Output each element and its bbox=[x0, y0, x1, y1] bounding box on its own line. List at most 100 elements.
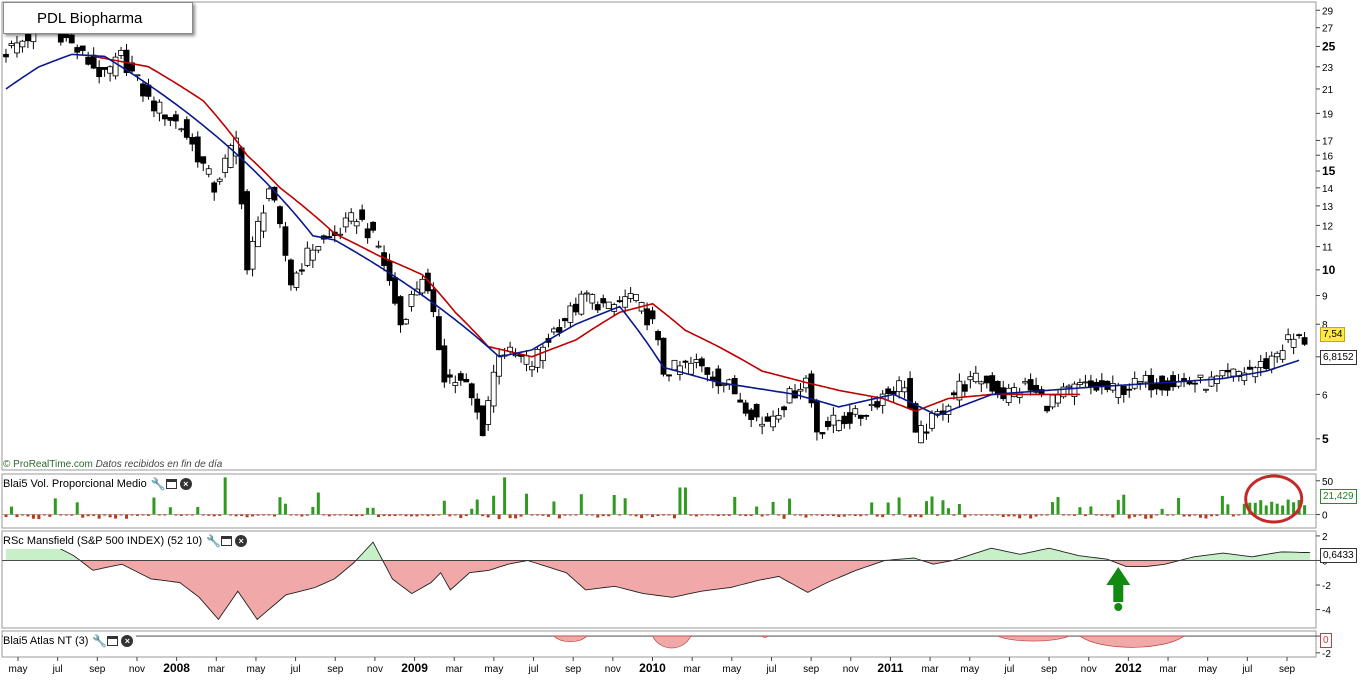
volume-bar bbox=[322, 514, 326, 516]
volume-bar bbox=[1007, 514, 1011, 517]
price-candle-body bbox=[1126, 388, 1133, 391]
rsc-close-icon[interactable]: × bbox=[235, 535, 248, 547]
price-candle bbox=[1022, 377, 1029, 386]
price-candle-body bbox=[298, 269, 305, 272]
atlas-close-icon[interactable]: × bbox=[121, 635, 134, 647]
volume-bar bbox=[552, 501, 556, 515]
price-candle-body bbox=[753, 403, 760, 418]
price-candle bbox=[140, 79, 146, 102]
price-candle bbox=[770, 410, 776, 432]
price-candle bbox=[583, 290, 590, 302]
volume-bar bbox=[300, 514, 304, 517]
atlas-window-icon[interactable] bbox=[107, 636, 119, 646]
price-candle-body bbox=[808, 373, 815, 404]
price-candle bbox=[594, 301, 601, 313]
price-candle bbox=[227, 143, 234, 169]
price-candle-body bbox=[222, 157, 229, 173]
rsc-panel-header: RSc Mansfield (S&P 500 INDEX) (52 10) 🔧 … bbox=[3, 533, 251, 549]
volume-bar bbox=[651, 514, 655, 517]
price-candle-body bbox=[430, 289, 437, 313]
price-candle-body bbox=[567, 305, 574, 323]
volume-bar bbox=[475, 499, 479, 515]
price-candle-body bbox=[781, 406, 787, 411]
atlas-settings-icon[interactable]: 🔧 bbox=[92, 634, 108, 648]
price-candle bbox=[216, 177, 223, 185]
price-candle bbox=[14, 35, 20, 58]
rsc-window-icon[interactable] bbox=[221, 536, 233, 546]
price-candle bbox=[194, 131, 201, 168]
volume-bar bbox=[163, 514, 167, 516]
price-candle bbox=[693, 353, 700, 369]
volume-bar bbox=[283, 503, 287, 515]
price-candle-body bbox=[293, 272, 300, 288]
volume-bar bbox=[136, 514, 140, 516]
volume-bar bbox=[596, 514, 600, 518]
volume-bar bbox=[119, 514, 123, 516]
price-candle-body bbox=[874, 401, 881, 408]
volume-bar bbox=[1023, 514, 1027, 516]
price-candle bbox=[1224, 363, 1231, 379]
volume-bar bbox=[530, 514, 534, 516]
price-axis-tick-label: 9 bbox=[1322, 292, 1328, 303]
volume-window-icon[interactable] bbox=[165, 479, 177, 489]
highlight-circle bbox=[1244, 474, 1304, 524]
price-candle-body bbox=[348, 212, 355, 222]
volume-bar bbox=[415, 514, 419, 517]
volume-bar bbox=[771, 501, 775, 515]
volume-bar bbox=[793, 514, 797, 516]
price-candle bbox=[107, 65, 114, 82]
price-candle-body bbox=[1257, 361, 1264, 368]
volume-settings-icon[interactable]: 🔧 bbox=[150, 477, 166, 491]
volume-bar bbox=[179, 514, 183, 516]
volume-bar bbox=[1089, 506, 1093, 515]
volume-bar bbox=[952, 514, 956, 516]
price-candle-body bbox=[951, 392, 957, 396]
volume-bar bbox=[377, 514, 381, 518]
price-candle bbox=[249, 236, 256, 277]
volume-bar bbox=[31, 514, 35, 519]
price-candle-body bbox=[1022, 381, 1029, 384]
volume-bar bbox=[470, 508, 474, 515]
price-candle-body bbox=[107, 66, 114, 74]
price-candle-body bbox=[452, 382, 459, 386]
volume-bar bbox=[1215, 514, 1219, 517]
rsc-settings-icon[interactable]: 🔧 bbox=[206, 534, 222, 548]
volume-bar bbox=[349, 514, 353, 517]
price-candle-body bbox=[1131, 377, 1138, 389]
volume-bar bbox=[853, 514, 857, 517]
volume-bar bbox=[1061, 514, 1065, 516]
price-candle-body bbox=[370, 221, 377, 231]
atlas-value-badge: 0 bbox=[1320, 633, 1332, 648]
volume-bar bbox=[541, 514, 545, 516]
price-axis-tick-label: 8 bbox=[1322, 320, 1328, 331]
price-candle bbox=[161, 114, 168, 126]
price-candle bbox=[309, 243, 316, 268]
price-candle-body bbox=[1274, 352, 1281, 358]
price-candle bbox=[923, 423, 930, 440]
volume-bar bbox=[4, 514, 8, 518]
volume-panel-header: Blai5 Vol. Proporcional Medio 🔧 × bbox=[3, 476, 195, 492]
price-candle bbox=[200, 156, 207, 172]
volume-bar bbox=[623, 498, 627, 515]
volume-bar bbox=[223, 477, 227, 515]
price-candle bbox=[655, 329, 661, 346]
price-candle-body bbox=[397, 296, 404, 326]
rsc-axis-tick-label: 2 bbox=[1322, 532, 1328, 543]
volume-bar bbox=[820, 514, 824, 517]
volume-bar bbox=[968, 514, 972, 516]
volume-bar bbox=[798, 514, 802, 516]
volume-bar bbox=[716, 514, 720, 517]
price-candle bbox=[1296, 333, 1303, 339]
volume-close-icon[interactable]: × bbox=[179, 478, 192, 490]
x-axis-tick-label: 2009 bbox=[401, 661, 428, 675]
price-candle-body bbox=[1077, 382, 1083, 386]
volume-bar bbox=[1029, 514, 1033, 519]
price-candle bbox=[715, 365, 722, 394]
price-candle bbox=[156, 99, 163, 122]
price-candle bbox=[1170, 371, 1176, 391]
volume-bar bbox=[1198, 514, 1202, 518]
price-candle-body bbox=[972, 372, 979, 383]
atlas-negative-area bbox=[997, 635, 1070, 642]
volume-bar bbox=[1188, 514, 1192, 517]
volume-bar bbox=[881, 514, 885, 518]
